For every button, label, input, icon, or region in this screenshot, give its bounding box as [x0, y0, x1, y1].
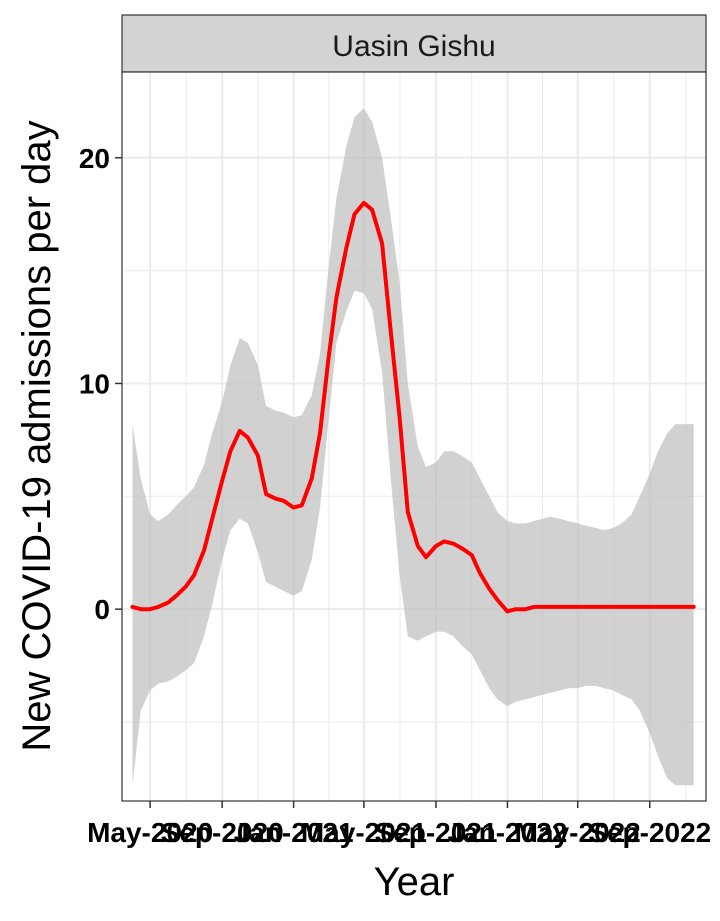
y-tick-label: 10: [79, 368, 110, 399]
x-tick-label: Sep-2021: [374, 817, 497, 848]
series-line: [130, 200, 696, 614]
x-tick-label: Sep-2022: [588, 817, 711, 848]
plot-border: [121, 71, 707, 802]
y-tick-label: 0: [94, 594, 110, 625]
x-tick-label: Sep-2020: [161, 817, 284, 848]
strip-background: [121, 14, 707, 73]
x-axis-title: Year: [374, 860, 455, 904]
x-tick-label: Jan-2021: [234, 817, 354, 848]
x-axis: May-2020Sep-2020Jan-2021May-2021Sep-2021…: [87, 801, 711, 848]
panel-title: Uasin Gishu: [332, 30, 495, 63]
x-tick-label: May-2021: [301, 817, 427, 848]
x-tick-label: Jan-2022: [447, 817, 567, 848]
x-tick-label: May-2022: [515, 817, 641, 848]
x-tick-label: May-2020: [87, 817, 213, 848]
y-axis: 0 10 20: [79, 143, 122, 625]
y-tick-label: 20: [79, 143, 110, 174]
y-axis-title: New COVID-19 admissions per day: [15, 120, 59, 751]
confidence-ribbon: [132, 108, 694, 786]
